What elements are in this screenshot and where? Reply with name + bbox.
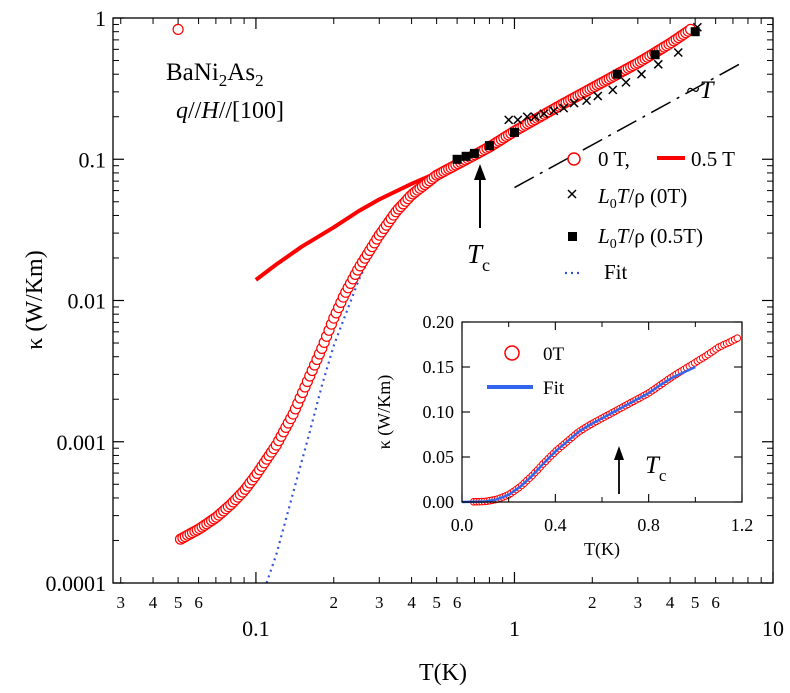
main-cross-point [559,103,569,113]
inset-tc-arrow [614,446,624,494]
main-L0T-rho-0.5T-series [452,27,700,164]
inset-legend-0T-marker [504,345,520,361]
inset-background [462,322,742,502]
inset-tc-label: Tc [645,452,667,485]
main-x-minor-tick-label: 2 [588,593,597,612]
legend-0.5T-label: 0.5 T [691,147,735,171]
inset-x-axis-title: T(K) [584,539,620,560]
main-square-point [612,69,622,79]
main-tc-arrow [474,164,486,228]
main-cross-point [582,96,592,106]
inset-fit-line [461,365,696,504]
main-plot: 0.1 1 103 4 5 6 2 3 4 5 6 2 3 4 5 60.00010.0010.010.11 … [22,6,784,686]
main-x-minor-tick-label: 5 [432,593,441,612]
main-x-minor-tick-label: 6 [194,593,203,612]
main-plot-frame [112,17,774,584]
main-fit-series [265,172,438,584]
main-x-axis-title: T(K) [419,660,467,686]
inset-axis-ticks: 0.0 0.4 0.8 1.2 0.00 0.05 0.10 0.15 0.20 [423,312,754,535]
legend-square-label: L0T/ρ (0.5T) [597,224,703,252]
inset-legend: 0T Fit [487,344,565,399]
main-x-minor-tick-label: 3 [116,593,125,612]
main-cross-point [522,112,532,122]
inset-legend-0T-label: 0T [543,344,565,365]
main-slope-guide [514,63,740,189]
main-x-minor-tick-label: 3 [634,593,643,612]
inset-y-tick-label: 0.10 [423,402,455,422]
main-0T-point [172,23,184,35]
main-cross-point [692,22,702,32]
main-x-minor-tick-label: 2 [330,593,339,612]
main-cross-point [530,112,540,122]
main-y-tick-label: 0.01 [68,289,107,314]
sample-label: BaNi2As2 [166,59,264,90]
main-square-point [469,148,479,158]
main-L0T-rho-0T-series [504,22,702,125]
main-x-minor-tick-label: 5 [691,593,700,612]
main-x-minor-tick-label: 4 [407,593,416,612]
inset-plot: 0.0 0.4 0.8 1.2 0.00 0.05 0.10 0.15 0.20 T(K) κ … [374,312,753,560]
main-square-point [484,141,494,151]
main-cross-point [504,115,514,125]
main-x-major-tick-label: 0.1 [242,616,270,641]
main-square-point [510,127,519,137]
main-x-minor-tick-label: 4 [666,593,675,612]
inset-x-tick-label: 1.2 [731,515,754,535]
legend-cross-label: L0T/ρ (0T) [597,184,687,212]
main-cross-point [636,69,647,79]
legend-0T-label: 0 T, [598,147,630,171]
inset-legend-fit-label: Fit [543,378,565,399]
main-slope-guide-line [514,63,740,189]
main-cross-point [621,77,631,87]
legend-square-marker [568,232,577,241]
main-square-point [690,27,700,37]
inset-y-axis-title: κ (W/Km) [374,375,395,450]
main-cross-point [653,59,663,69]
inset-0T-point [733,334,742,343]
main-x-minor-tick-label: 3 [375,593,384,612]
main-square-point [452,154,462,164]
main-x-minor-tick-label: 5 [174,593,183,612]
main-tc-label: Tc [467,239,490,275]
main-0T-series [172,23,697,545]
slope-label: ~T [686,77,716,104]
main-fit-line [265,172,438,584]
main-cross-point [513,115,523,125]
main-cross-point [539,109,549,119]
inset-x-tick-label: 0.0 [451,515,474,535]
main-y-tick-label: 1 [95,6,106,31]
inset-x-tick-label: 0.4 [544,515,567,535]
main-cross-point [569,98,579,108]
main-square-point [650,50,660,60]
inset-y-tick-label: 0.20 [423,312,455,332]
inset-x-tick-label: 0.8 [637,515,660,535]
main-cross-point [593,91,603,101]
main-square-point [461,151,471,161]
main-cross-point [549,106,559,116]
orientation-label: q//H//[100] [176,98,284,124]
main-x-major-tick-label: 1 [509,616,520,641]
main-cross-point [608,85,618,95]
main-y-tick-label: 0.0001 [46,571,107,596]
main-y-tick-label: 0.001 [57,430,107,455]
inset-y-tick-label: 0.15 [423,357,455,377]
main-x-minor-tick-label: 6 [711,593,720,612]
main-x-minor-tick-label: 4 [149,593,158,612]
legend-fit-label: Fit [604,260,628,284]
main-y-axis-title: κ (W/Km) [22,250,48,349]
legend-0T-marker [567,152,581,166]
main-x-minor-tick-label: 6 [453,593,462,612]
main-x-major-tick-label: 10 [762,616,784,641]
inset-fit-series [461,365,696,504]
inset-y-tick-label: 0.05 [423,447,455,467]
legend-cross-marker [567,189,577,199]
main-cross-point [673,47,683,58]
main-y-tick-label: 0.1 [79,147,107,172]
main-legend: 0 T, 0.5 T L0T/ρ (0T) L0T/ρ (0.5T) Fit [565,147,735,284]
inset-frame [461,321,743,503]
inset-y-tick-label: 0.00 [423,492,455,512]
